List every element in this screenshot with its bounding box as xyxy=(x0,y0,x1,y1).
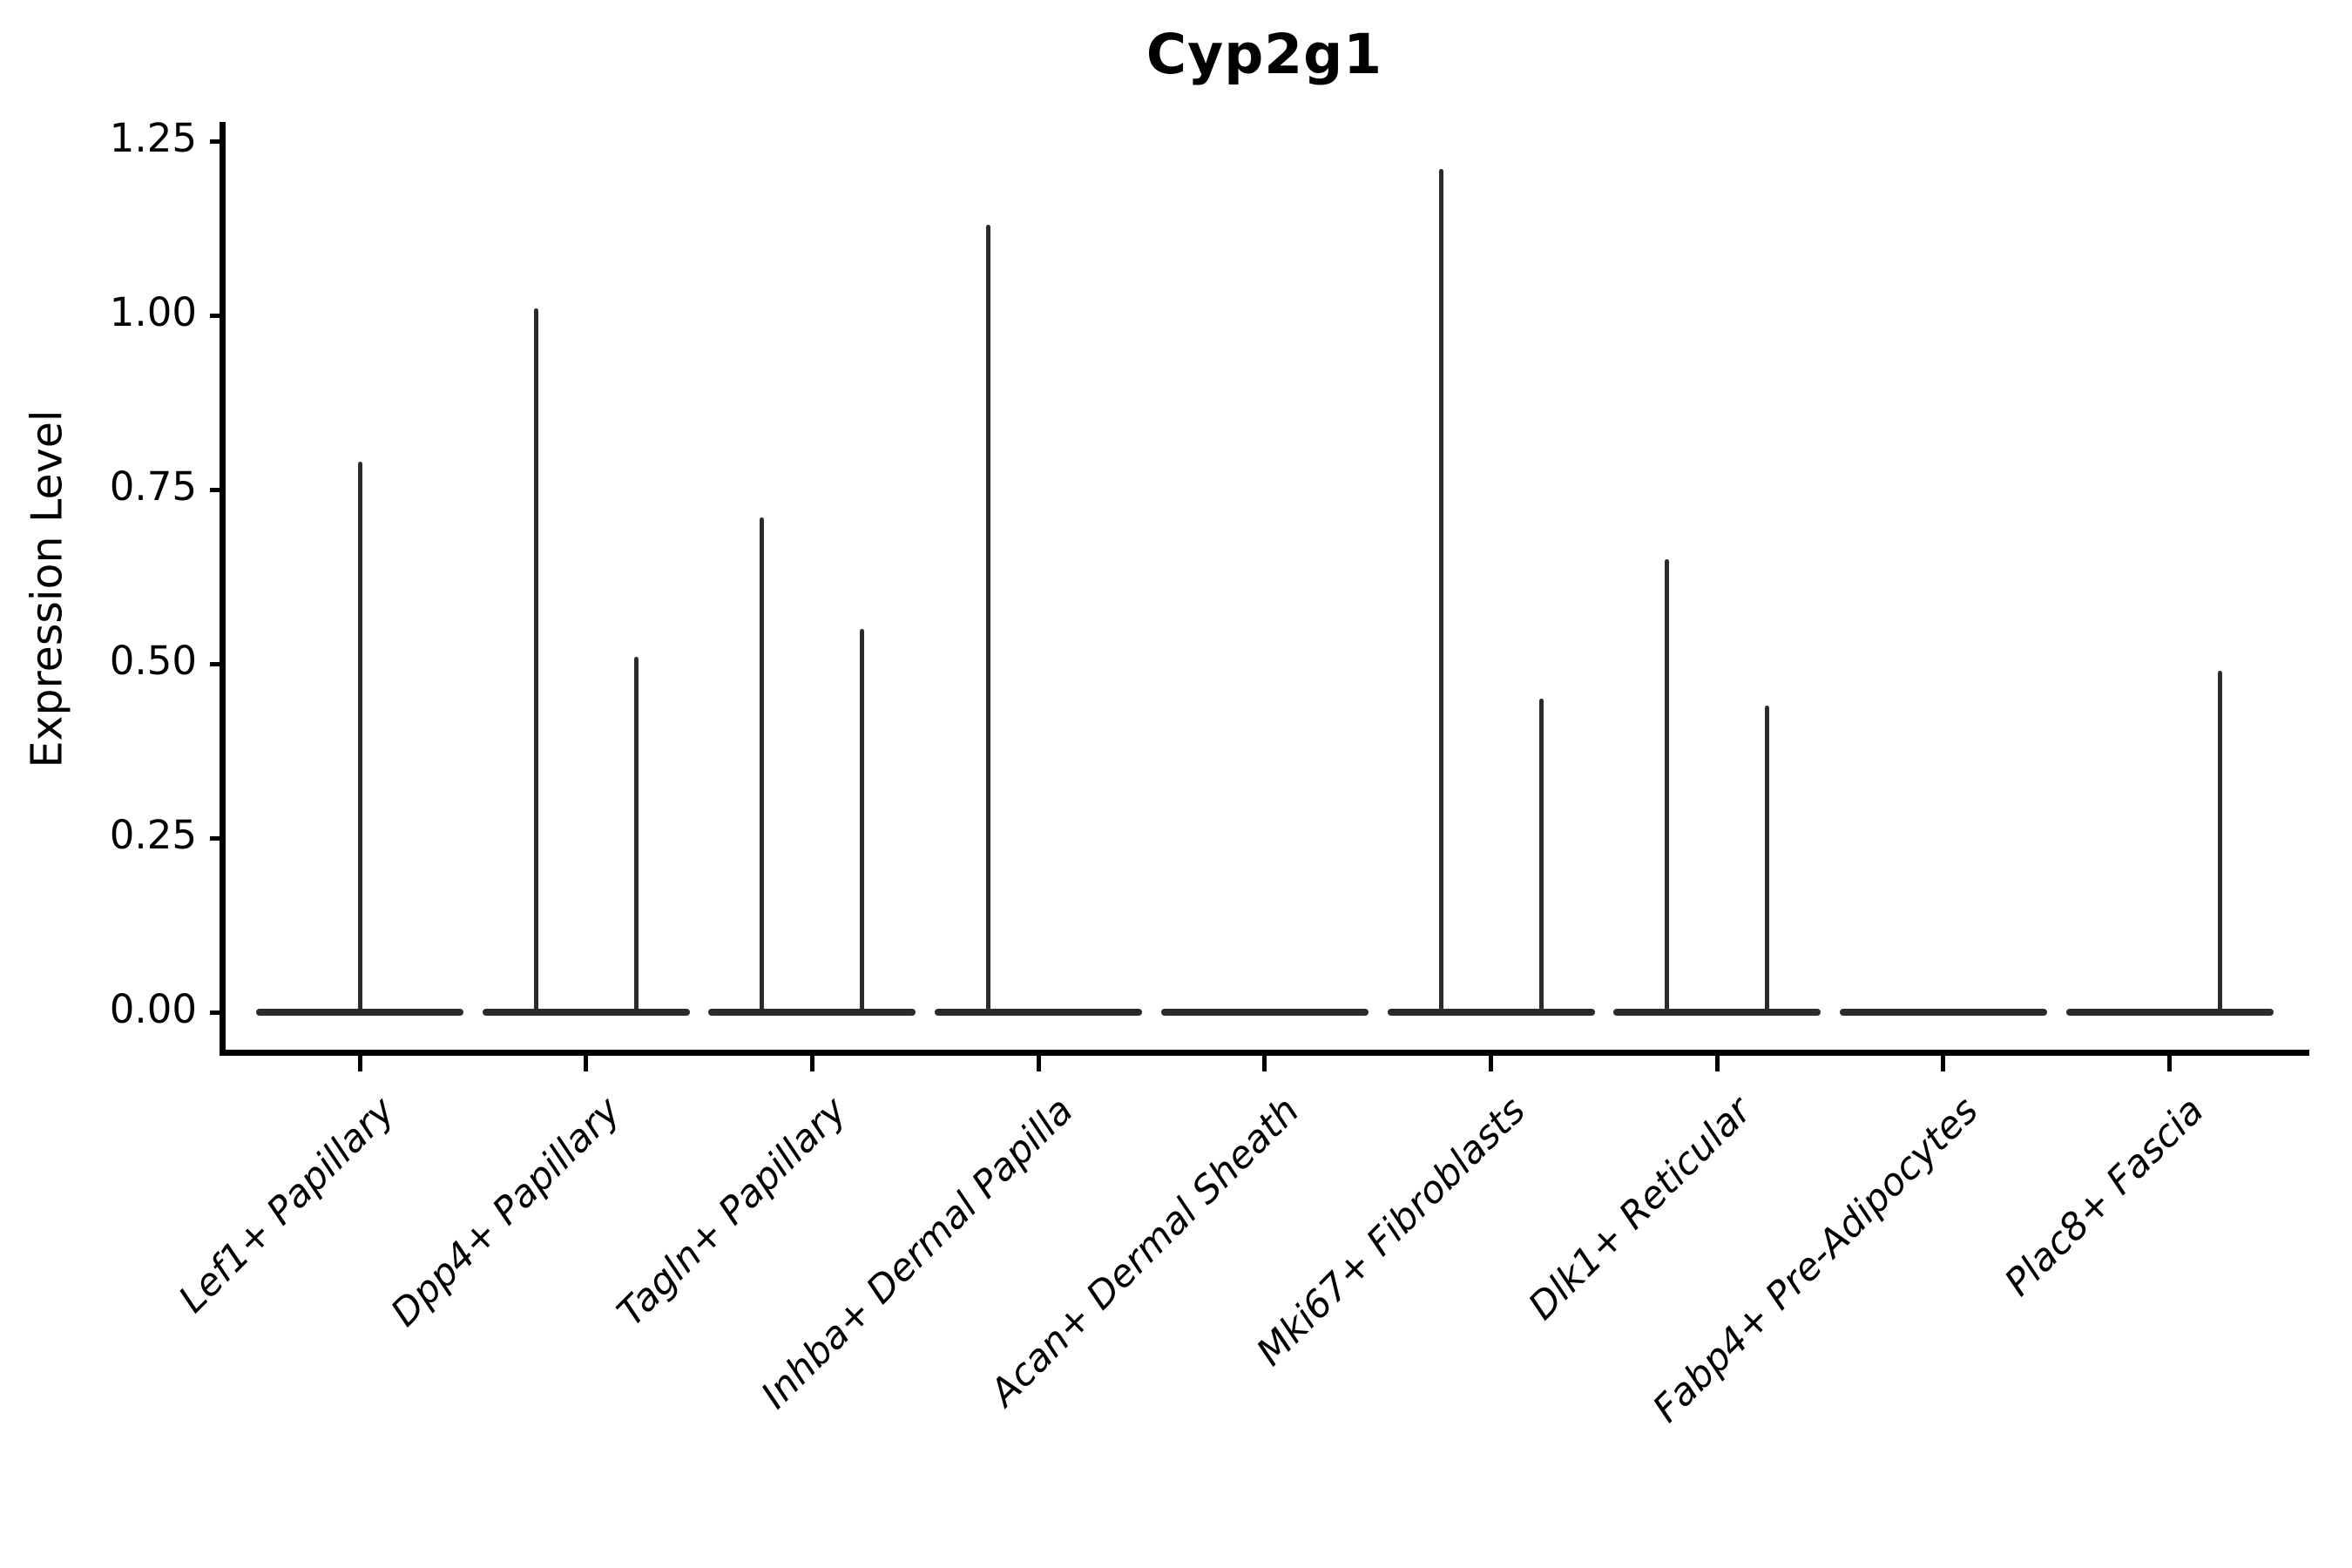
violin-spike xyxy=(760,517,765,1016)
violin-baseline xyxy=(1160,1009,1369,1016)
violin-spike xyxy=(1665,559,1670,1016)
violin-baseline xyxy=(1613,1009,1821,1016)
violin-baseline xyxy=(1387,1009,1595,1016)
violin-baseline xyxy=(2065,1009,2274,1016)
x-tick-label: Lef1+ Papillary xyxy=(170,1089,403,1321)
x-tick-mark xyxy=(584,1056,589,1071)
x-tick-mark xyxy=(1036,1056,1041,1071)
x-tick-mark xyxy=(809,1056,814,1071)
x-tick-label: Dpp4+ Papillary xyxy=(382,1089,630,1335)
violin-baseline xyxy=(708,1009,916,1016)
y-tick-mark xyxy=(210,661,225,666)
x-axis-spine xyxy=(220,1050,2309,1056)
plot-title: Cyp2g1 xyxy=(1146,23,1383,86)
violin-spike xyxy=(2217,671,2222,1016)
y-tick-label: 0.00 xyxy=(109,986,197,1032)
violin-baseline xyxy=(482,1009,690,1016)
violin-spike xyxy=(986,225,991,1016)
violin-spike xyxy=(1538,699,1544,1016)
x-tick-label: Tagln+ Papillary xyxy=(609,1089,855,1335)
violin-spike xyxy=(1765,706,1770,1016)
y-tick-mark xyxy=(210,1010,225,1015)
y-tick-label: 0.25 xyxy=(109,812,197,858)
x-tick-label: Plac8+ Fascia xyxy=(1997,1089,2213,1305)
y-tick-label: 1.25 xyxy=(109,115,197,161)
y-tick-mark xyxy=(210,835,225,841)
violin-spike xyxy=(357,462,362,1016)
y-tick-label: 0.75 xyxy=(109,463,197,510)
violin-spike xyxy=(633,657,639,1016)
violin-spike xyxy=(860,629,865,1016)
x-tick-mark xyxy=(1262,1056,1267,1071)
x-tick-mark xyxy=(2167,1056,2173,1071)
x-tick-mark xyxy=(1714,1056,1720,1071)
x-tick-label: Dlk1+ Reticular xyxy=(1520,1089,1761,1329)
y-tick-label: 1.00 xyxy=(109,289,197,335)
x-tick-mark xyxy=(1941,1056,1946,1071)
violin-spike xyxy=(1438,169,1443,1016)
y-tick-mark xyxy=(210,313,225,318)
x-tick-mark xyxy=(1489,1056,1493,1071)
y-axis-label: Expression Level xyxy=(22,409,72,768)
x-tick-mark xyxy=(357,1056,362,1071)
y-tick-mark xyxy=(210,139,225,144)
violin-baseline xyxy=(1839,1009,2047,1016)
y-tick-mark xyxy=(210,487,225,492)
y-tick-label: 0.50 xyxy=(109,638,197,684)
violin-baseline xyxy=(935,1009,1143,1016)
violin-spike xyxy=(533,308,538,1016)
y-axis-spine xyxy=(220,122,226,1056)
